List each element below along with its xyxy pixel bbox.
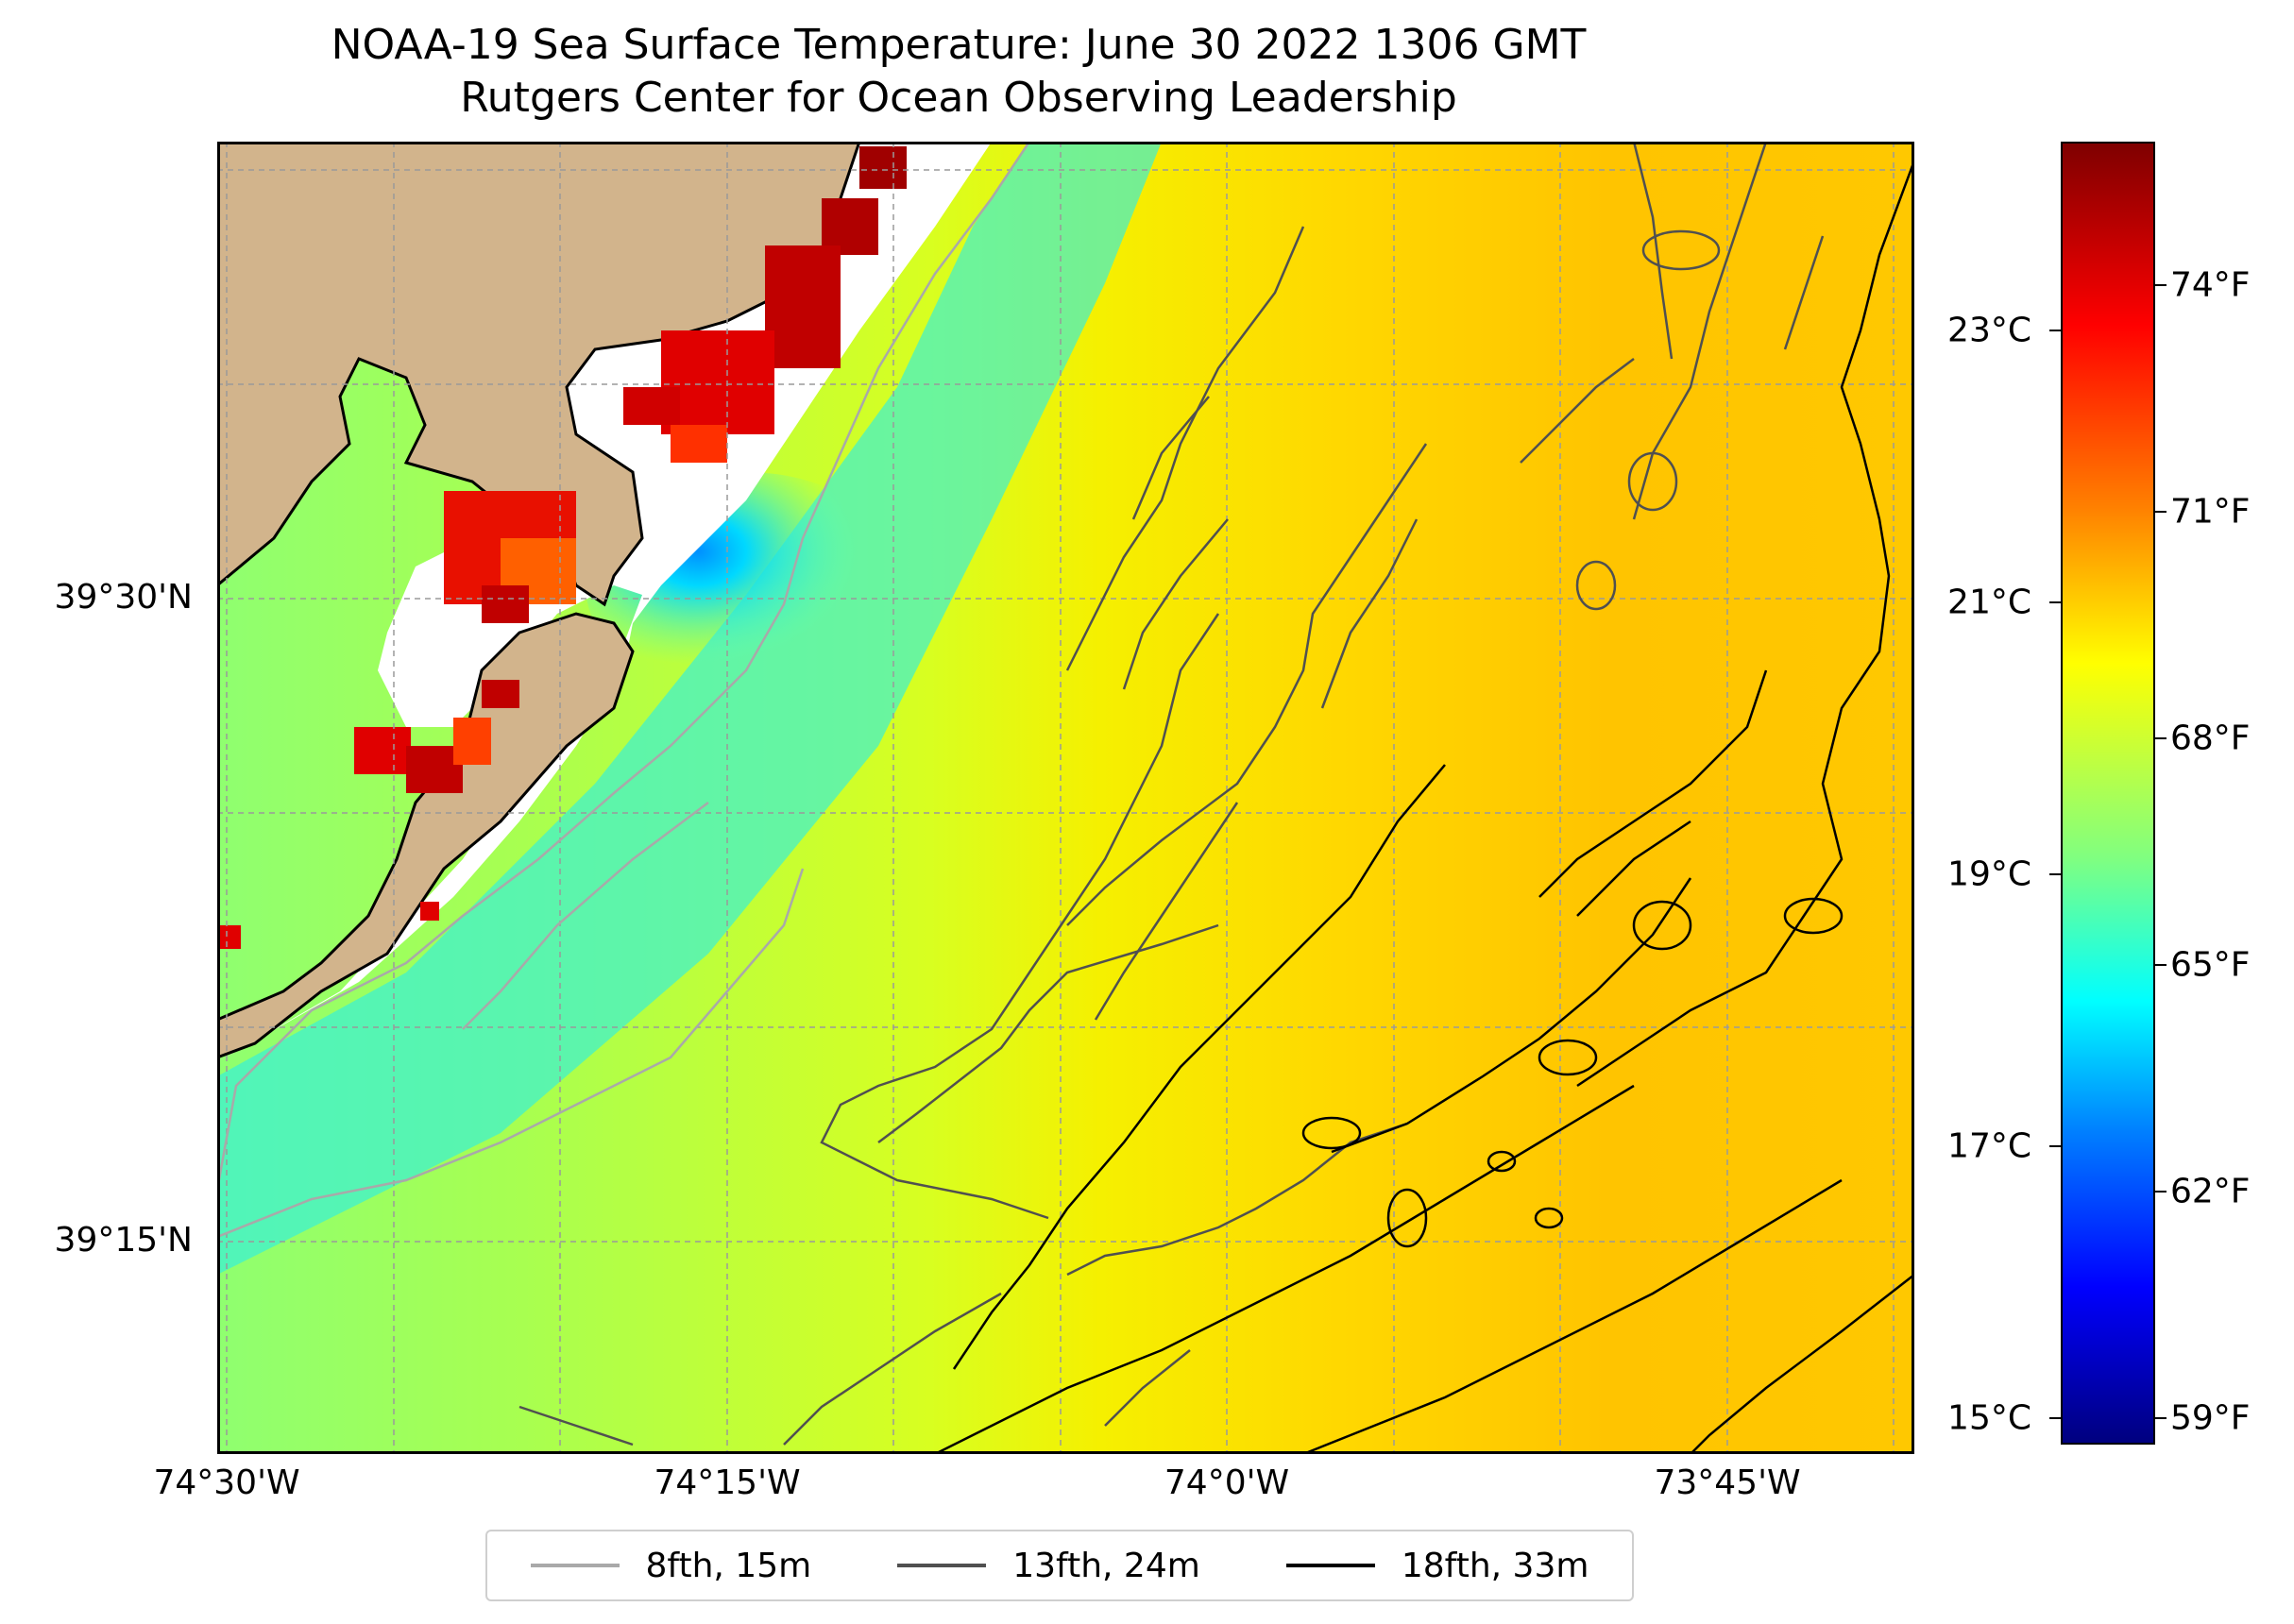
temperature-colorbar <box>2061 142 2155 1445</box>
legend-line-8fth <box>530 1564 620 1567</box>
legend-item-13fth: 13fth, 24m <box>897 1547 1200 1585</box>
cbar-c-21: 21°C <box>1947 583 2031 622</box>
legend-label-8fth: 8fth, 15m <box>645 1546 812 1585</box>
cold-nearshore-band <box>217 142 1162 1275</box>
sst-map <box>217 142 1914 1454</box>
legend-label-13fth: 13fth, 24m <box>1012 1546 1200 1585</box>
map-frame <box>217 142 1914 1454</box>
legend-item-18fth: 18fth, 33m <box>1285 1546 1589 1585</box>
cbar-c-23: 23°C <box>1947 311 2031 350</box>
back-bay-warm-pixels <box>217 146 907 949</box>
cbar-c-17: 17°C <box>1947 1126 2031 1166</box>
legend-label-18fth: 18fth, 33m <box>1401 1546 1589 1585</box>
contour-13fth <box>518 142 1825 1446</box>
lat-label-39-15: 39°15'N <box>54 1221 193 1260</box>
lon-label-74-0: 74°0'W <box>1164 1463 1290 1502</box>
cbar-f-68: 68°F <box>2170 719 2251 758</box>
contour-18fth <box>934 160 1914 1454</box>
legend-line-18fth <box>1285 1564 1375 1567</box>
chart-subtitle: Rutgers Center for Ocean Observing Leade… <box>460 74 1457 122</box>
legend-item-8fth: 8fth, 15m <box>530 1546 812 1585</box>
coastal-no-data <box>217 142 992 1062</box>
cbar-c-19: 19°C <box>1947 854 2031 894</box>
lat-label-39-30: 39°30'N <box>54 578 193 617</box>
cbar-f-62: 62°F <box>2170 1172 2251 1211</box>
cbar-f-74: 74°F <box>2170 265 2251 305</box>
cbar-f-59: 59°F <box>2170 1398 2251 1438</box>
lon-label-74-15: 74°15'W <box>654 1463 801 1502</box>
lon-label-74-30: 74°30'W <box>153 1463 300 1502</box>
contour-8fth <box>217 142 1031 1239</box>
legend-line-13fth <box>897 1564 987 1567</box>
cbar-c-15: 15°C <box>1947 1398 2031 1438</box>
graticule <box>217 142 1914 1454</box>
cbar-f-71: 71°F <box>2170 492 2251 532</box>
cbar-f-65: 65°F <box>2170 945 2251 985</box>
lon-label-73-45: 73°45'W <box>1654 1463 1801 1502</box>
contour-legend: 8fth, 15m 13fth, 24m 18fth, 33m <box>485 1530 1634 1601</box>
chart-title: NOAA-19 Sea Surface Temperature: June 30… <box>331 21 1587 69</box>
